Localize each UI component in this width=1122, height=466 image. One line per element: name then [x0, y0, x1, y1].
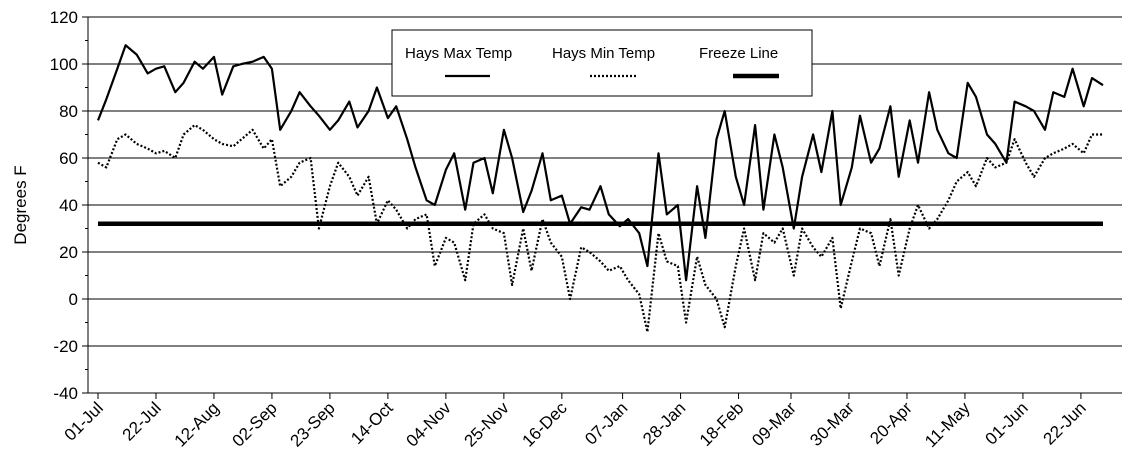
- legend-box: [391, 29, 813, 97]
- x-tick-label: 22-Jun: [1040, 398, 1090, 448]
- x-tick-label: 25-Nov: [461, 398, 514, 451]
- y-tick-label: 100: [50, 55, 78, 74]
- legend-label: Hays Max Temp: [405, 45, 512, 62]
- x-axis-ticks: 01-Jul 22-Jul 12-Aug 02-Sep 23-Sep 14-Oct 04-N…: [61, 393, 1090, 451]
- x-tick-label: 07-Jan: [581, 398, 631, 448]
- y-tick-label: 60: [59, 149, 78, 168]
- legend-label: Freeze Line: [699, 45, 778, 62]
- x-tick-label: 16-Dec: [518, 398, 571, 451]
- x-tick-label: 12-Aug: [171, 398, 223, 450]
- legend: Hays Max Temp Hays Min Temp Freeze Line: [391, 29, 813, 97]
- x-tick-label: 09-Mar: [748, 398, 800, 450]
- x-tick-label: 18-Feb: [696, 398, 748, 450]
- series-lines: [96, 44, 1104, 333]
- legend-label: Hays Min Temp: [552, 45, 655, 62]
- series-line-max-temp: [96, 44, 1104, 282]
- x-tick-label: 28-Jan: [639, 398, 689, 448]
- y-tick-label: 80: [59, 102, 78, 121]
- x-tick-label: 04-Nov: [403, 398, 456, 451]
- x-tick-label: 30-Mar: [806, 398, 858, 450]
- x-tick-label: 22-Jul: [119, 398, 165, 444]
- x-tick-label: 01-Jul: [61, 398, 107, 444]
- x-tick-label: 11-May: [921, 398, 974, 451]
- gridlines: [88, 63, 1122, 347]
- y-tick-label: 40: [59, 196, 78, 215]
- y-tick-label: -40: [53, 384, 78, 403]
- x-tick-label: 23-Sep: [287, 398, 339, 450]
- y-axis-title: Degrees F: [11, 165, 30, 244]
- x-tick-label: 01-Jun: [982, 398, 1032, 448]
- y-tick-label: 120: [50, 8, 78, 27]
- y-tick-label: 0: [69, 290, 78, 309]
- y-tick-label: 20: [59, 243, 78, 262]
- x-tick-label: 02-Sep: [229, 398, 281, 450]
- y-axis-ticks: -40 -20 0 20 40 60 80 100 120: [50, 8, 88, 403]
- y-tick-label: -20: [53, 337, 78, 356]
- x-tick-label: 14-Oct: [347, 398, 397, 448]
- x-tick-label: 20-Apr: [866, 398, 916, 448]
